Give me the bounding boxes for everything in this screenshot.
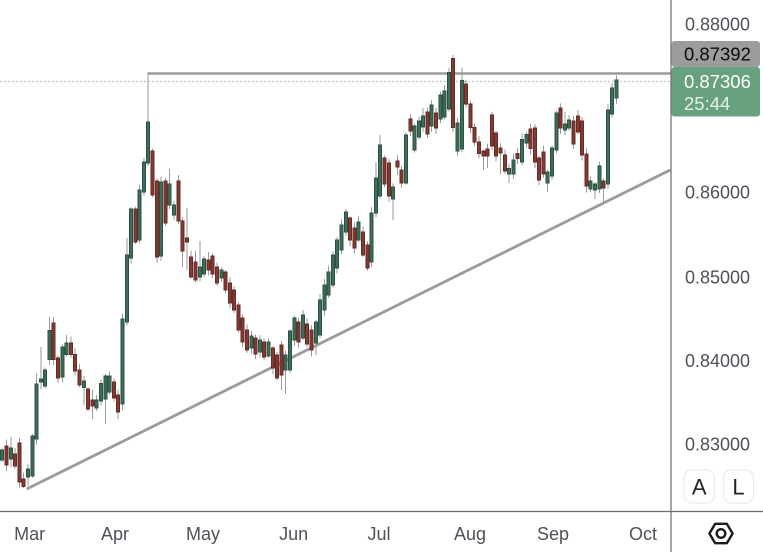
svg-text:Jul: Jul [367, 524, 390, 544]
svg-text:Sep: Sep [537, 524, 569, 544]
svg-text:Aug: Aug [454, 524, 486, 544]
svg-text:A: A [692, 475, 707, 500]
svg-text:Oct: Oct [629, 524, 657, 544]
svg-text:0.85000: 0.85000 [685, 268, 750, 288]
svg-text:25:44: 25:44 [684, 93, 730, 114]
svg-text:0.83000: 0.83000 [685, 435, 750, 455]
svg-text:0.87306: 0.87306 [684, 71, 751, 92]
svg-text:L: L [732, 475, 744, 500]
svg-text:0.86000: 0.86000 [685, 183, 750, 203]
svg-text:Mar: Mar [14, 524, 45, 544]
svg-text:0.87392: 0.87392 [684, 44, 751, 65]
svg-text:May: May [186, 524, 220, 544]
svg-text:Apr: Apr [101, 524, 129, 544]
svg-text:0.84000: 0.84000 [685, 351, 750, 371]
svg-text:0.88000: 0.88000 [685, 15, 750, 35]
svg-text:Jun: Jun [279, 524, 308, 544]
